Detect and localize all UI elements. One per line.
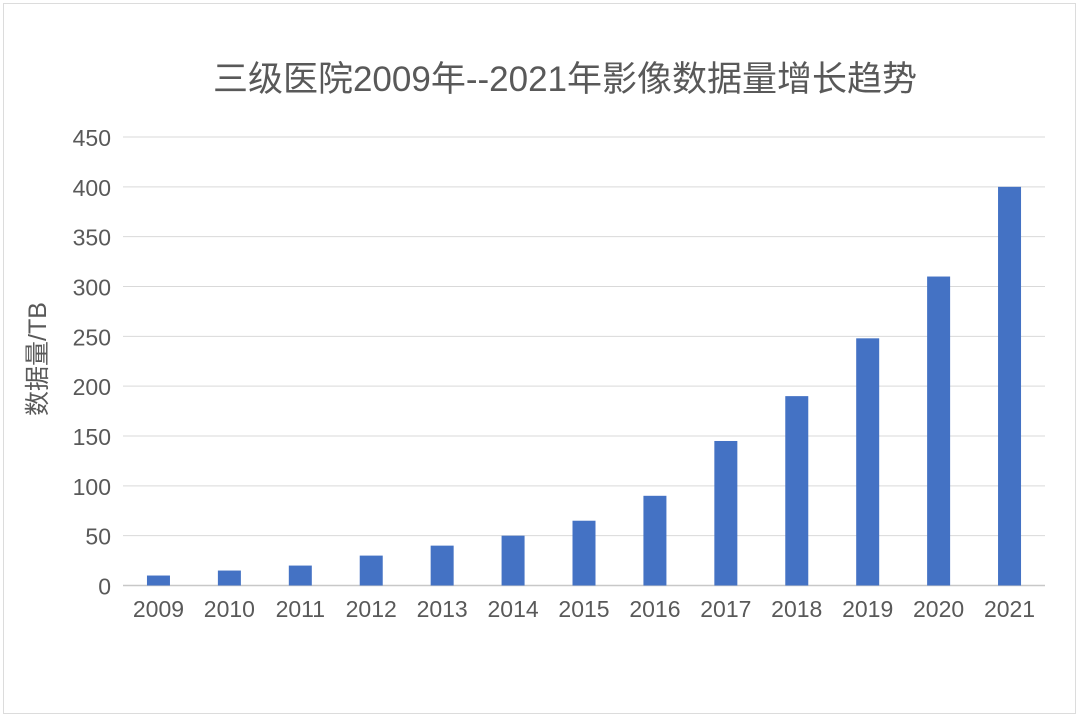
x-tick-label: 2019 — [842, 596, 893, 622]
bar-series — [146, 186, 1022, 586]
bar-2014 — [501, 535, 525, 586]
bar-2010 — [217, 570, 241, 586]
x-tick-label: 2013 — [417, 596, 468, 622]
chart-title: 三级医院2009年--2021年影像数据量增长趋势 — [213, 60, 917, 99]
x-tick-label: 2016 — [629, 596, 680, 622]
x-tick-label: 2010 — [204, 596, 255, 622]
bar-2016 — [643, 495, 667, 586]
bar-2012 — [359, 555, 383, 586]
x-tick-label: 2009 — [133, 596, 184, 622]
bar-2009 — [146, 575, 170, 586]
x-tick-label: 2018 — [771, 596, 822, 622]
y-tick-label: 0 — [98, 574, 111, 600]
x-tick-label: 2015 — [558, 596, 609, 622]
y-tick-label: 50 — [85, 524, 111, 550]
x-tick-label: 2020 — [913, 596, 964, 622]
y-tick-label: 400 — [73, 175, 111, 201]
x-tick-label: 2021 — [984, 596, 1035, 622]
bar-2019 — [856, 338, 880, 586]
y-tick-label: 100 — [73, 474, 111, 500]
y-tick-label: 350 — [73, 225, 111, 251]
x-tick-label: 2012 — [346, 596, 397, 622]
x-axis-tick-labels: 2009 2010 2011 2012 2013 2014 2015 2016 2017 2018… — [133, 596, 1035, 622]
y-axis-title: 数据量/TB — [24, 302, 52, 416]
y-tick-label: 450 — [73, 125, 111, 151]
bar-2020 — [927, 276, 951, 586]
bar-2018 — [785, 396, 809, 586]
x-tick-label: 2011 — [276, 596, 325, 622]
y-tick-label: 250 — [73, 324, 111, 350]
bar-2011 — [288, 565, 312, 586]
bar-2013 — [430, 545, 454, 586]
bar-2017 — [714, 440, 738, 586]
y-axis-tick-labels: 0 50 100 150 200 250 300 350 400 450 — [73, 125, 111, 600]
bar-2021 — [998, 186, 1022, 586]
y-tick-label: 150 — [73, 424, 111, 450]
y-tick-label: 300 — [73, 275, 111, 301]
x-tick-label: 2014 — [487, 596, 538, 622]
gridlines — [123, 136, 1045, 587]
x-tick-label: 2017 — [700, 596, 751, 622]
y-tick-label: 200 — [73, 374, 111, 400]
bar-2015 — [572, 520, 596, 586]
